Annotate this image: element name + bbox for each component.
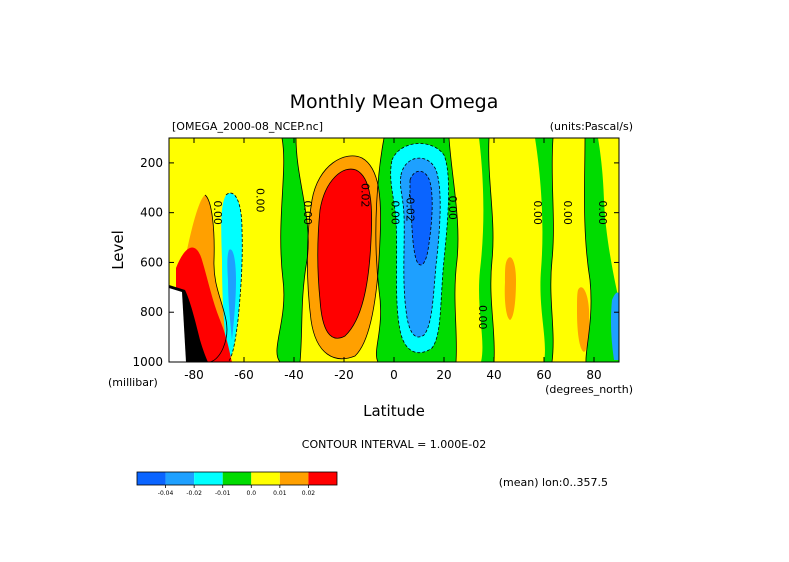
y-tick-label: 1000 <box>132 355 163 369</box>
x-axis-label: Latitude <box>363 402 425 420</box>
contour-line-dashed <box>409 170 433 266</box>
chart-title: Monthly Mean Omega <box>290 91 499 113</box>
colorbar-label: 0.01 <box>273 490 287 497</box>
x-tick-label: -40 <box>284 368 304 382</box>
region-deepblue-eq <box>410 171 433 266</box>
colorbar-swatch <box>165 472 195 485</box>
x-tick-label: -60 <box>234 368 254 382</box>
subtitle-left: [OMEGA_2000-08_NCEP.nc] <box>172 120 323 133</box>
contour-line <box>317 168 373 339</box>
x-tick-label: -80 <box>184 368 204 382</box>
x-axis-units: (degrees_north) <box>545 383 633 396</box>
colorbar: -0.04 -0.02 -0.01 0.0 0.01 0.02 <box>136 471 338 497</box>
contour-label: 0.00 <box>446 195 459 220</box>
x-axis-ticks: -80 -60 -40 -20 0 20 40 60 80 <box>184 138 602 382</box>
contour-line <box>550 138 554 362</box>
x-tick-label: 0 <box>390 368 398 382</box>
y-tick-label: 400 <box>140 206 163 220</box>
contour-line <box>448 138 459 362</box>
contour-line <box>584 138 592 362</box>
plot-area: 0.000.000.000.020.00 -0.02 0.000.000.00 0.0… <box>169 138 619 362</box>
contour-label: 0.00 <box>211 200 224 225</box>
contour-label: 0.00 <box>596 200 609 225</box>
contour-label: 0.00 <box>254 188 267 213</box>
colorbar-label: -0.02 <box>186 490 202 497</box>
y-tick-label: 200 <box>140 156 163 170</box>
contour-label: 0.00 <box>389 200 402 225</box>
contour-label: 0.02 <box>359 183 372 208</box>
colorbar-swatch <box>308 472 337 485</box>
colorbar-label: 0.02 <box>302 490 316 497</box>
contour-line <box>276 138 285 362</box>
x-tick-label: -20 <box>334 368 354 382</box>
y-axis-units: (millibar) <box>108 376 158 389</box>
colorbar-swatch <box>137 472 166 485</box>
contour-line <box>295 138 309 362</box>
contour-line <box>375 138 385 362</box>
contour-label: 0.00 <box>476 305 489 330</box>
contour-interval: CONTOUR INTERVAL = 1.000E-02 <box>302 438 486 451</box>
contour-line <box>306 155 382 360</box>
contour-label: 0.00 <box>301 200 314 225</box>
x-tick-label: 20 <box>436 368 451 382</box>
contour-line <box>488 138 495 362</box>
colorbar-label: -0.04 <box>158 490 174 497</box>
contour-label: 0.00 <box>531 200 544 225</box>
region-yellow-north <box>449 138 484 362</box>
y-tick-label: 600 <box>140 255 163 269</box>
x-tick-label: 80 <box>586 368 601 382</box>
region-orange-polar <box>577 287 590 352</box>
region-white-terrain <box>169 288 186 362</box>
colorbar-swatch <box>279 472 309 485</box>
contour-line-dashed <box>390 143 449 353</box>
contour-line-dashed <box>400 157 441 338</box>
subtitle-right: (units:Pascal/s) <box>550 120 633 133</box>
contour-lines-dashed <box>225 143 449 362</box>
contour-label-layer: 0.000.000.000.020.00 -0.02 0.000.000.00 0.0… <box>211 183 609 329</box>
region-orange-north <box>504 257 516 320</box>
x-tick-label: 60 <box>536 368 551 382</box>
x-tick-label: 40 <box>486 368 501 382</box>
footer-mean-lon: (mean) lon:0..357.5 <box>499 476 608 489</box>
region-red-max <box>317 169 372 339</box>
region-blue-pole <box>610 292 619 360</box>
colorbar-swatch <box>222 472 252 485</box>
colorbar-swatch <box>251 472 280 485</box>
y-axis-ticks: 200 400 600 800 1000 <box>132 156 619 369</box>
contour-line-dashed <box>225 192 243 362</box>
contour-lines <box>204 138 592 362</box>
colorbar-frame <box>136 471 338 486</box>
y-axis-label: Level <box>109 230 127 270</box>
colorbar-label: -0.01 <box>215 490 231 497</box>
region-blue-south <box>227 249 236 340</box>
contour-label: 0.00 <box>561 200 574 225</box>
region-yellow-north2 <box>488 138 545 362</box>
y-tick-label: 800 <box>140 305 163 319</box>
region-yellow-pole <box>598 138 619 300</box>
contour-label: -0.02 <box>404 193 417 221</box>
colorbar-label: 0.0 <box>247 490 257 497</box>
contour-line <box>204 194 228 362</box>
colorbar-swatch <box>194 472 223 485</box>
